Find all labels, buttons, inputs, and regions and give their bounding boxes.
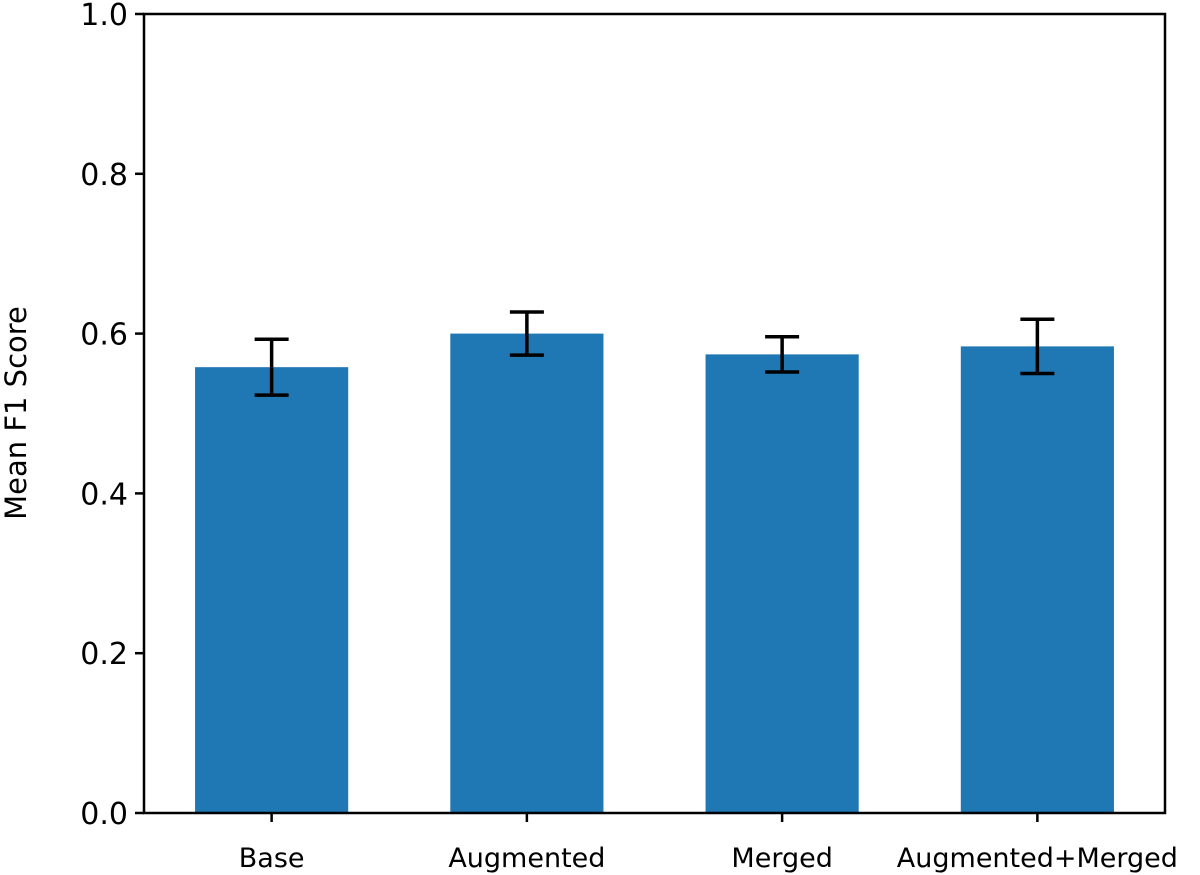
error-bar-3 xyxy=(1020,317,1055,376)
x-tick-label: Augmented+Merged xyxy=(897,843,1178,874)
y-tick-label: 0.4 xyxy=(80,477,128,512)
error-bar-0 xyxy=(254,337,289,397)
y-tick-label: 0.0 xyxy=(80,797,128,832)
y-tick-label: 0.6 xyxy=(80,318,128,353)
error-bars-group xyxy=(254,310,1055,397)
error-bar-2 xyxy=(765,335,800,374)
y-axis-ticks: 0.0 0.2 0.4 0.6 0.8 1.0 xyxy=(80,0,144,832)
x-tick-label: Augmented xyxy=(448,843,605,874)
bar-1 xyxy=(450,333,604,813)
y-tick-label: 1.0 xyxy=(80,0,128,33)
y-tick-label: 0.8 xyxy=(80,158,128,193)
y-tick-label: 0.2 xyxy=(80,637,128,672)
bar-3 xyxy=(960,346,1114,813)
x-tick-label: Base xyxy=(239,843,305,874)
bars-group xyxy=(195,333,1114,813)
bar-0 xyxy=(195,367,349,813)
y-axis-label: Mean F1 Score xyxy=(0,306,33,520)
axes-frame xyxy=(142,12,1167,815)
x-axis-ticks: Base Augmented Merged Augmented+Merged xyxy=(239,813,1178,874)
bar-2 xyxy=(705,354,859,813)
error-bar-1 xyxy=(509,310,544,357)
x-tick-label: Merged xyxy=(731,843,832,874)
